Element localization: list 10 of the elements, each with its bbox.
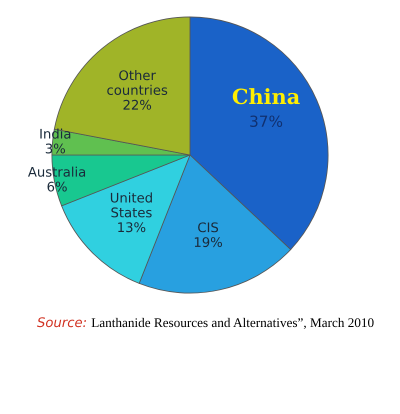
text: Lanthanide Resources and Alternatives”, March 2010 bbox=[92, 318, 374, 330]
data-label: 13% bbox=[118, 222, 146, 232]
data-label: 19% bbox=[194, 237, 222, 248]
slice-label: China bbox=[232, 88, 300, 104]
data-label: 22% bbox=[123, 100, 152, 110]
slice-label: CIS bbox=[198, 222, 218, 232]
data-label: 37% bbox=[250, 115, 282, 128]
source-note: Source: bbox=[37, 317, 86, 328]
slice-label: United States bbox=[110, 192, 152, 218]
slice-label: Other countries bbox=[107, 70, 168, 95]
